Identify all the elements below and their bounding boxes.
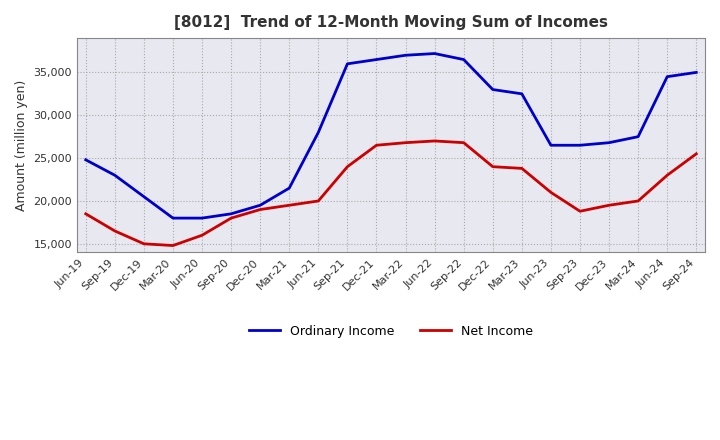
Ordinary Income xyxy=(227,211,235,216)
Ordinary Income xyxy=(372,57,381,62)
Net Income xyxy=(372,143,381,148)
Net Income xyxy=(634,198,642,204)
Line: Ordinary Income: Ordinary Income xyxy=(86,54,696,218)
Ordinary Income xyxy=(488,87,497,92)
Ordinary Income xyxy=(110,172,119,178)
Ordinary Income xyxy=(198,216,207,221)
Net Income xyxy=(140,241,148,246)
Ordinary Income xyxy=(168,216,177,221)
Net Income xyxy=(168,243,177,248)
Ordinary Income xyxy=(401,53,410,58)
Net Income xyxy=(546,190,555,195)
Legend: Ordinary Income, Net Income: Ordinary Income, Net Income xyxy=(244,319,538,343)
Ordinary Income xyxy=(634,134,642,139)
Net Income xyxy=(576,209,585,214)
Net Income xyxy=(285,202,294,208)
Net Income xyxy=(227,216,235,221)
Net Income xyxy=(663,172,672,178)
Ordinary Income xyxy=(459,57,468,62)
Ordinary Income xyxy=(314,130,323,135)
Net Income xyxy=(110,228,119,234)
Net Income xyxy=(459,140,468,145)
Line: Net Income: Net Income xyxy=(86,141,696,246)
Net Income xyxy=(605,202,613,208)
Net Income xyxy=(343,164,352,169)
Net Income xyxy=(692,151,701,157)
Net Income xyxy=(518,166,526,171)
Ordinary Income xyxy=(692,70,701,75)
Ordinary Income xyxy=(576,143,585,148)
Ordinary Income xyxy=(256,202,264,208)
Title: [8012]  Trend of 12-Month Moving Sum of Incomes: [8012] Trend of 12-Month Moving Sum of I… xyxy=(174,15,608,30)
Net Income xyxy=(401,140,410,145)
Net Income xyxy=(314,198,323,204)
Net Income xyxy=(81,211,90,216)
Ordinary Income xyxy=(343,61,352,66)
Ordinary Income xyxy=(518,91,526,96)
Net Income xyxy=(488,164,497,169)
Net Income xyxy=(256,207,264,212)
Ordinary Income xyxy=(546,143,555,148)
Ordinary Income xyxy=(431,51,439,56)
Ordinary Income xyxy=(285,186,294,191)
Y-axis label: Amount (million yen): Amount (million yen) xyxy=(15,80,28,211)
Ordinary Income xyxy=(140,194,148,199)
Ordinary Income xyxy=(81,157,90,162)
Net Income xyxy=(431,138,439,143)
Net Income xyxy=(198,233,207,238)
Ordinary Income xyxy=(605,140,613,145)
Ordinary Income xyxy=(663,74,672,79)
